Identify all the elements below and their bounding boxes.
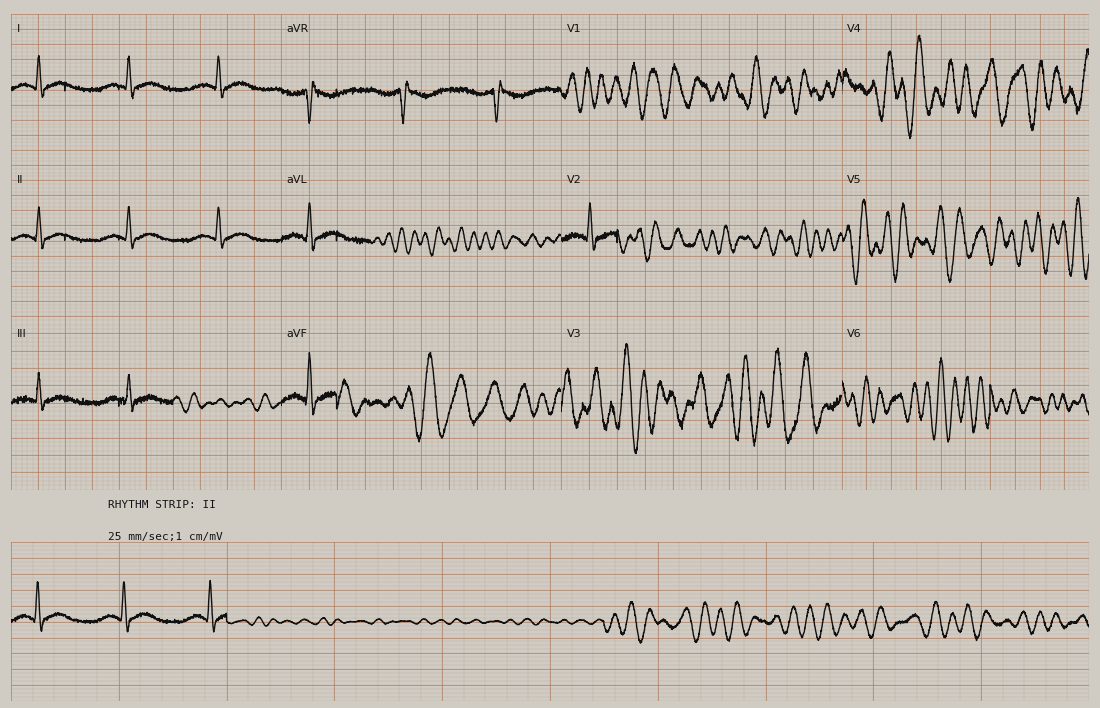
Text: 25 mm/sec;1 cm/mV: 25 mm/sec;1 cm/mV [108, 532, 223, 542]
Text: I: I [16, 24, 20, 34]
Text: aVF: aVF [286, 329, 307, 339]
Text: V4: V4 [847, 24, 861, 34]
Text: V6: V6 [847, 329, 861, 339]
Text: V5: V5 [847, 175, 861, 185]
Text: III: III [16, 329, 26, 339]
Text: II: II [16, 175, 23, 185]
Text: V1: V1 [566, 24, 581, 34]
Text: RHYTHM STRIP: II: RHYTHM STRIP: II [108, 500, 216, 510]
Text: V3: V3 [566, 329, 581, 339]
Text: aVR: aVR [286, 24, 308, 34]
Text: V2: V2 [566, 175, 582, 185]
Text: aVL: aVL [286, 175, 307, 185]
